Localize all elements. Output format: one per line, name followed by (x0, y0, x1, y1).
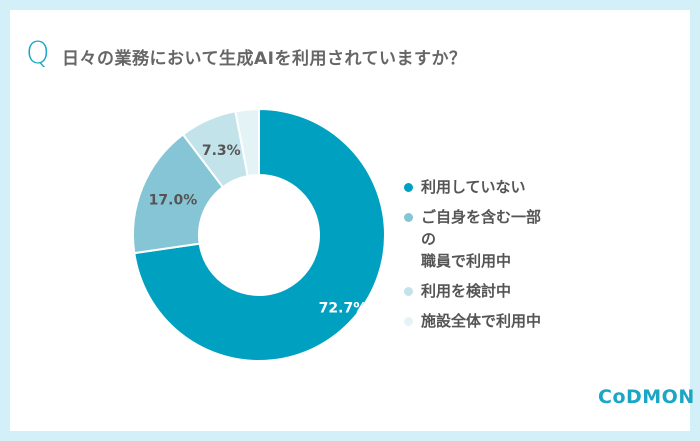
legend-label: ご自身を含む一部の 職員で利用中 (421, 208, 542, 270)
legend-label: 利用を検討中 (421, 282, 512, 300)
donut-slice (132, 133, 225, 255)
legend-swatch (404, 183, 413, 192)
legend-swatch (404, 317, 413, 326)
data-label: 17.0% (149, 193, 198, 209)
legend-swatch (404, 213, 413, 222)
codmon-logo: CoDMON (598, 386, 695, 408)
donut-slice (234, 107, 260, 178)
legend-item: 施設全体で利用中 (404, 310, 541, 332)
donut-slice (133, 107, 386, 362)
chart-title: 日々の業務において生成AIを利用されていますか？ (62, 49, 467, 69)
legend-item: 利用していない (404, 176, 541, 198)
legend-swatch (404, 287, 413, 296)
legend-label: 施設全体で利用中 (421, 312, 542, 330)
question-mark: Q (26, 36, 50, 71)
data-label: 7.3% (202, 143, 241, 159)
legend-item: 利用を検討中 (404, 280, 541, 302)
legend-label: 利用していない (421, 178, 526, 196)
data-label: 72.7% (319, 301, 368, 317)
legend: 利用していないご自身を含む一部の 職員で利用中利用を検討中施設全体で利用中 (404, 176, 541, 340)
legend-item: ご自身を含む一部の 職員で利用中 (404, 206, 541, 272)
